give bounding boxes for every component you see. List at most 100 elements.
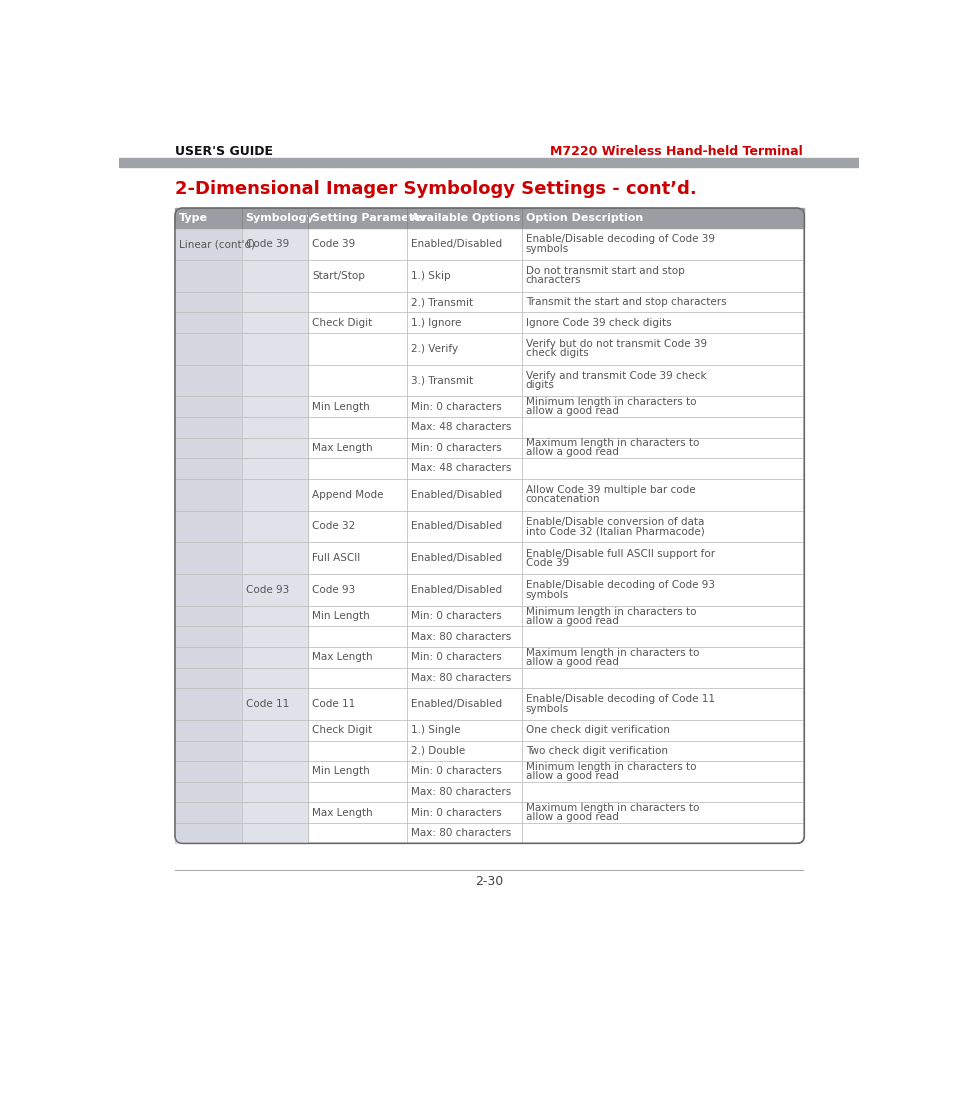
Text: Max: 80 characters: Max: 80 characters	[411, 673, 511, 683]
Text: digits: digits	[525, 380, 554, 390]
Text: Code 32: Code 32	[312, 522, 355, 532]
Bar	[241, 782, 308, 802]
Text: symbols: symbols	[525, 589, 568, 599]
Text: Min: 0 characters: Min: 0 characters	[411, 401, 501, 411]
Text: 2-30: 2-30	[475, 875, 502, 888]
Text: Min Length: Min Length	[312, 612, 370, 622]
Bar	[174, 291, 241, 312]
Text: 1.) Single: 1.) Single	[411, 725, 460, 735]
Bar	[241, 667, 308, 688]
Text: into Code 32 (Italian Pharmacode): into Code 32 (Italian Pharmacode)	[525, 526, 703, 536]
Text: Setting Parameter: Setting Parameter	[312, 214, 427, 224]
Text: allow a good read: allow a good read	[525, 657, 618, 667]
Text: 1.) Skip: 1.) Skip	[411, 271, 450, 281]
Text: Enabled/Disabled: Enabled/Disabled	[411, 699, 501, 709]
Bar	[241, 260, 308, 291]
Bar	[119, 158, 858, 167]
Text: concatenation: concatenation	[525, 494, 599, 504]
Bar	[174, 626, 241, 647]
Text: Symbology: Symbology	[245, 214, 314, 224]
Text: Max: 48 characters: Max: 48 characters	[411, 423, 511, 433]
Bar	[174, 667, 241, 688]
Text: Verify but do not transmit Code 39: Verify but do not transmit Code 39	[525, 339, 706, 349]
Text: Max Length: Max Length	[312, 443, 373, 453]
Text: Code 39: Code 39	[525, 558, 568, 568]
Text: Min Length: Min Length	[312, 401, 370, 411]
Bar	[174, 228, 241, 260]
Bar	[241, 543, 308, 574]
Text: Min: 0 characters: Min: 0 characters	[411, 443, 501, 453]
Text: Verify and transmit Code 39 check: Verify and transmit Code 39 check	[525, 371, 705, 381]
Text: allow a good read: allow a good read	[525, 616, 618, 626]
Bar	[241, 823, 308, 843]
Text: allow a good read: allow a good read	[525, 812, 618, 822]
Bar	[174, 397, 241, 417]
Bar	[174, 260, 241, 291]
Text: Max: 80 characters: Max: 80 characters	[411, 787, 511, 797]
Bar	[174, 458, 241, 479]
Text: Minimum length in characters to: Minimum length in characters to	[525, 397, 696, 407]
Text: Min: 0 characters: Min: 0 characters	[411, 807, 501, 817]
Text: Enabled/Disabled: Enabled/Disabled	[411, 522, 501, 532]
Bar	[241, 417, 308, 438]
Text: 3.) Transmit: 3.) Transmit	[411, 376, 473, 386]
Text: symbols: symbols	[525, 244, 568, 254]
Bar	[174, 823, 241, 843]
Text: Enable/Disable full ASCII support for: Enable/Disable full ASCII support for	[525, 548, 714, 558]
Text: Max Length: Max Length	[312, 807, 373, 817]
Text: Max: 80 characters: Max: 80 characters	[411, 632, 511, 642]
Text: Max Length: Max Length	[312, 653, 373, 663]
Bar	[174, 312, 241, 332]
Text: Enabled/Disabled: Enabled/Disabled	[411, 553, 501, 563]
Text: Min: 0 characters: Min: 0 characters	[411, 612, 501, 622]
Text: Check Digit: Check Digit	[312, 318, 373, 328]
Bar	[241, 606, 308, 626]
Bar	[241, 479, 308, 510]
Bar	[241, 741, 308, 761]
Text: Available Options: Available Options	[411, 214, 520, 224]
Text: M7220 Wireless Hand-held Terminal: M7220 Wireless Hand-held Terminal	[550, 146, 802, 158]
Text: Ignore Code 39 check digits: Ignore Code 39 check digits	[525, 318, 671, 328]
Text: Min: 0 characters: Min: 0 characters	[411, 653, 501, 663]
Text: Enable/Disable decoding of Code 93: Enable/Disable decoding of Code 93	[525, 580, 714, 590]
Text: Enable/Disable conversion of data: Enable/Disable conversion of data	[525, 517, 703, 527]
Text: 2.) Verify: 2.) Verify	[411, 344, 457, 354]
Text: Maximum length in characters to: Maximum length in characters to	[525, 647, 699, 657]
Text: 1.) Ignore: 1.) Ignore	[411, 318, 461, 328]
Text: Maximum length in characters to: Maximum length in characters to	[525, 438, 699, 448]
Text: Enabled/Disabled: Enabled/Disabled	[411, 489, 501, 499]
Bar	[241, 438, 308, 458]
Text: Code 39: Code 39	[312, 239, 355, 249]
Bar	[241, 647, 308, 667]
Text: 2.) Transmit: 2.) Transmit	[411, 297, 473, 307]
Bar	[174, 543, 241, 574]
Text: Minimum length in characters to: Minimum length in characters to	[525, 606, 696, 616]
Bar	[174, 208, 803, 228]
Text: Code 11: Code 11	[245, 699, 289, 709]
Text: Min: 0 characters: Min: 0 characters	[411, 766, 501, 776]
Text: Allow Code 39 multiple bar code: Allow Code 39 multiple bar code	[525, 485, 695, 495]
Bar	[174, 479, 241, 510]
Bar	[241, 626, 308, 647]
Bar	[174, 417, 241, 438]
Text: One check digit verification: One check digit verification	[525, 725, 669, 735]
Bar	[174, 574, 241, 606]
Text: allow a good read: allow a good read	[525, 771, 618, 781]
Text: Max: 48 characters: Max: 48 characters	[411, 464, 511, 474]
Text: Min Length: Min Length	[312, 766, 370, 776]
Bar	[174, 438, 241, 458]
Text: USER'S GUIDE: USER'S GUIDE	[174, 146, 273, 158]
Bar	[241, 802, 308, 823]
Bar	[174, 761, 241, 782]
FancyBboxPatch shape	[174, 208, 803, 843]
Bar	[241, 291, 308, 312]
Bar	[174, 782, 241, 802]
Bar	[241, 312, 308, 332]
Text: Code 11: Code 11	[312, 699, 355, 709]
Text: 2-Dimensional Imager Symbology Settings - cont’d.: 2-Dimensional Imager Symbology Settings …	[174, 180, 696, 198]
Text: Two check digit verification: Two check digit verification	[525, 746, 667, 756]
Text: Code 93: Code 93	[245, 585, 289, 595]
Text: Minimum length in characters to: Minimum length in characters to	[525, 762, 696, 772]
Text: Enable/Disable decoding of Code 39: Enable/Disable decoding of Code 39	[525, 235, 714, 245]
Bar	[174, 688, 241, 719]
